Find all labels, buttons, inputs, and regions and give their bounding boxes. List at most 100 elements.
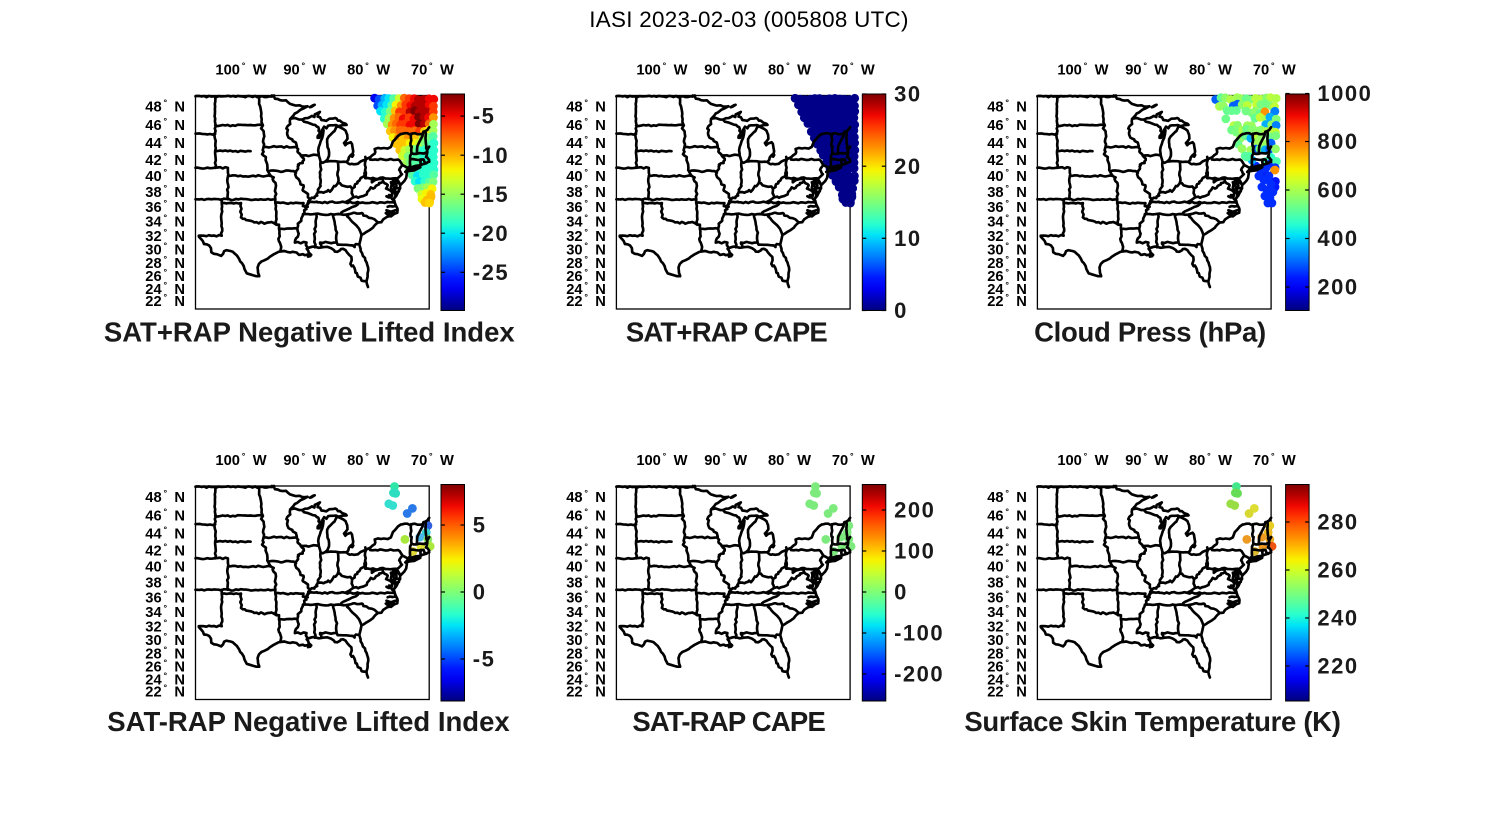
svg-text:280: 280 [1317, 510, 1358, 535]
svg-text:34 ° N: 34 ° N [987, 603, 1027, 621]
svg-text:38 ° N: 38 ° N [987, 183, 1027, 201]
svg-text:26 ° N: 26 ° N [566, 658, 606, 676]
svg-text:40 ° N: 40 ° N [566, 558, 606, 576]
svg-text:24 ° N: 24 ° N [987, 280, 1027, 298]
svg-text:-100: -100 [894, 621, 944, 646]
svg-text:44 ° N: 44 ° N [987, 134, 1027, 152]
svg-text:44 ° N: 44 ° N [145, 524, 185, 542]
svg-text:46 ° N: 46 ° N [145, 507, 185, 525]
svg-text:22 ° N: 22 ° N [987, 683, 1027, 701]
svg-text:70 ° W: 70 ° W [1253, 61, 1296, 79]
svg-text:44 ° N: 44 ° N [566, 134, 606, 152]
svg-text:SAT+RAP CAPE: SAT+RAP CAPE [626, 317, 827, 348]
svg-text:38 ° N: 38 ° N [566, 183, 606, 201]
svg-text:42 ° N: 42 ° N [987, 541, 1027, 559]
svg-text:24 ° N: 24 ° N [145, 280, 185, 298]
svg-text:30 ° N: 30 ° N [987, 631, 1027, 649]
svg-text:28 ° N: 28 ° N [145, 645, 185, 663]
svg-text:36 ° N: 36 ° N [145, 198, 185, 216]
svg-text:46 ° N: 46 ° N [566, 116, 606, 134]
svg-text:32 ° N: 32 ° N [145, 617, 185, 635]
svg-text:200: 200 [894, 498, 935, 523]
svg-text:32 ° N: 32 ° N [987, 617, 1027, 635]
svg-text:30 ° N: 30 ° N [987, 241, 1027, 259]
svg-text:-20: -20 [473, 221, 509, 246]
svg-text:38 ° N: 38 ° N [987, 573, 1027, 591]
svg-text:30 ° N: 30 ° N [566, 631, 606, 649]
svg-text:40 ° N: 40 ° N [987, 558, 1027, 576]
svg-text:100 ° W: 100 ° W [1057, 61, 1108, 79]
svg-text:42 ° N: 42 ° N [987, 151, 1027, 169]
svg-text:0: 0 [894, 298, 908, 323]
svg-text:30 ° N: 30 ° N [145, 631, 185, 649]
svg-text:100: 100 [894, 539, 935, 564]
svg-text:600: 600 [1317, 178, 1358, 203]
svg-text:30: 30 [894, 82, 921, 107]
svg-text:IASI 2023-02-03 (005808 UTC): IASI 2023-02-03 (005808 UTC) [589, 7, 909, 32]
svg-text:-5: -5 [473, 104, 496, 129]
svg-text:-10: -10 [473, 143, 509, 168]
svg-text:100 ° W: 100 ° W [1057, 451, 1108, 469]
svg-text:34 ° N: 34 ° N [145, 213, 185, 231]
svg-text:80 ° W: 80 ° W [1189, 451, 1232, 469]
svg-text:48 ° N: 48 ° N [987, 488, 1027, 506]
svg-text:36 ° N: 36 ° N [987, 198, 1027, 216]
svg-text:48 ° N: 48 ° N [566, 488, 606, 506]
svg-text:32 ° N: 32 ° N [566, 617, 606, 635]
svg-text:70 ° W: 70 ° W [411, 61, 454, 79]
svg-text:36 ° N: 36 ° N [145, 589, 185, 607]
svg-text:100 ° W: 100 ° W [215, 451, 266, 469]
svg-text:-15: -15 [473, 182, 509, 207]
svg-text:40 ° N: 40 ° N [987, 167, 1027, 185]
svg-text:-200: -200 [894, 662, 944, 687]
svg-text:70 ° W: 70 ° W [832, 451, 875, 469]
svg-text:Surface Skin Temperature (K): Surface Skin Temperature (K) [964, 706, 1340, 737]
svg-text:24 ° N: 24 ° N [145, 670, 185, 688]
svg-text:44 ° N: 44 ° N [145, 134, 185, 152]
svg-text:80 ° W: 80 ° W [1189, 61, 1232, 79]
svg-text:36 ° N: 36 ° N [566, 198, 606, 216]
svg-text:100 ° W: 100 ° W [636, 61, 687, 79]
svg-text:90 ° W: 90 ° W [704, 61, 747, 79]
svg-text:260: 260 [1317, 558, 1358, 583]
svg-text:SAT+RAP Negative Lifted Index: SAT+RAP Negative Lifted Index [104, 317, 516, 348]
svg-text:90 ° W: 90 ° W [283, 451, 326, 469]
svg-text:SAT-RAP CAPE: SAT-RAP CAPE [632, 706, 825, 737]
svg-text:42 ° N: 42 ° N [566, 151, 606, 169]
svg-text:34 ° N: 34 ° N [145, 603, 185, 621]
svg-text:200: 200 [1317, 275, 1358, 300]
svg-text:38 ° N: 38 ° N [145, 183, 185, 201]
svg-text:28 ° N: 28 ° N [987, 254, 1027, 272]
svg-text:48 ° N: 48 ° N [987, 97, 1027, 115]
svg-text:90 ° W: 90 ° W [1125, 61, 1168, 79]
svg-text:220: 220 [1317, 654, 1358, 679]
svg-text:26 ° N: 26 ° N [566, 267, 606, 285]
svg-text:42 ° N: 42 ° N [145, 541, 185, 559]
svg-text:46 ° N: 46 ° N [145, 116, 185, 134]
svg-text:38 ° N: 38 ° N [566, 573, 606, 591]
svg-text:22 ° N: 22 ° N [145, 683, 185, 701]
svg-text:SAT-RAP Negative Lifted Index: SAT-RAP Negative Lifted Index [107, 706, 510, 737]
svg-text:70 ° W: 70 ° W [411, 451, 454, 469]
svg-text:22 ° N: 22 ° N [145, 292, 185, 310]
svg-text:80 ° W: 80 ° W [768, 451, 811, 469]
svg-text:0: 0 [473, 580, 487, 605]
svg-text:90 ° W: 90 ° W [1125, 451, 1168, 469]
svg-text:10: 10 [894, 226, 921, 251]
svg-text:44 ° N: 44 ° N [566, 524, 606, 542]
svg-text:32 ° N: 32 ° N [987, 227, 1027, 245]
svg-text:30 ° N: 30 ° N [566, 241, 606, 259]
svg-text:0: 0 [894, 580, 908, 605]
svg-text:800: 800 [1317, 129, 1358, 154]
svg-text:100 ° W: 100 ° W [636, 451, 687, 469]
svg-text:32 ° N: 32 ° N [145, 227, 185, 245]
svg-text:100 ° W: 100 ° W [215, 61, 266, 79]
svg-text:80 ° W: 80 ° W [347, 61, 390, 79]
svg-text:240: 240 [1317, 606, 1358, 631]
svg-text:34 ° N: 34 ° N [566, 213, 606, 231]
svg-text:22 ° N: 22 ° N [566, 292, 606, 310]
svg-text:-5: -5 [473, 647, 496, 672]
svg-text:42 ° N: 42 ° N [145, 151, 185, 169]
svg-text:28 ° N: 28 ° N [566, 645, 606, 663]
svg-text:40 ° N: 40 ° N [566, 167, 606, 185]
